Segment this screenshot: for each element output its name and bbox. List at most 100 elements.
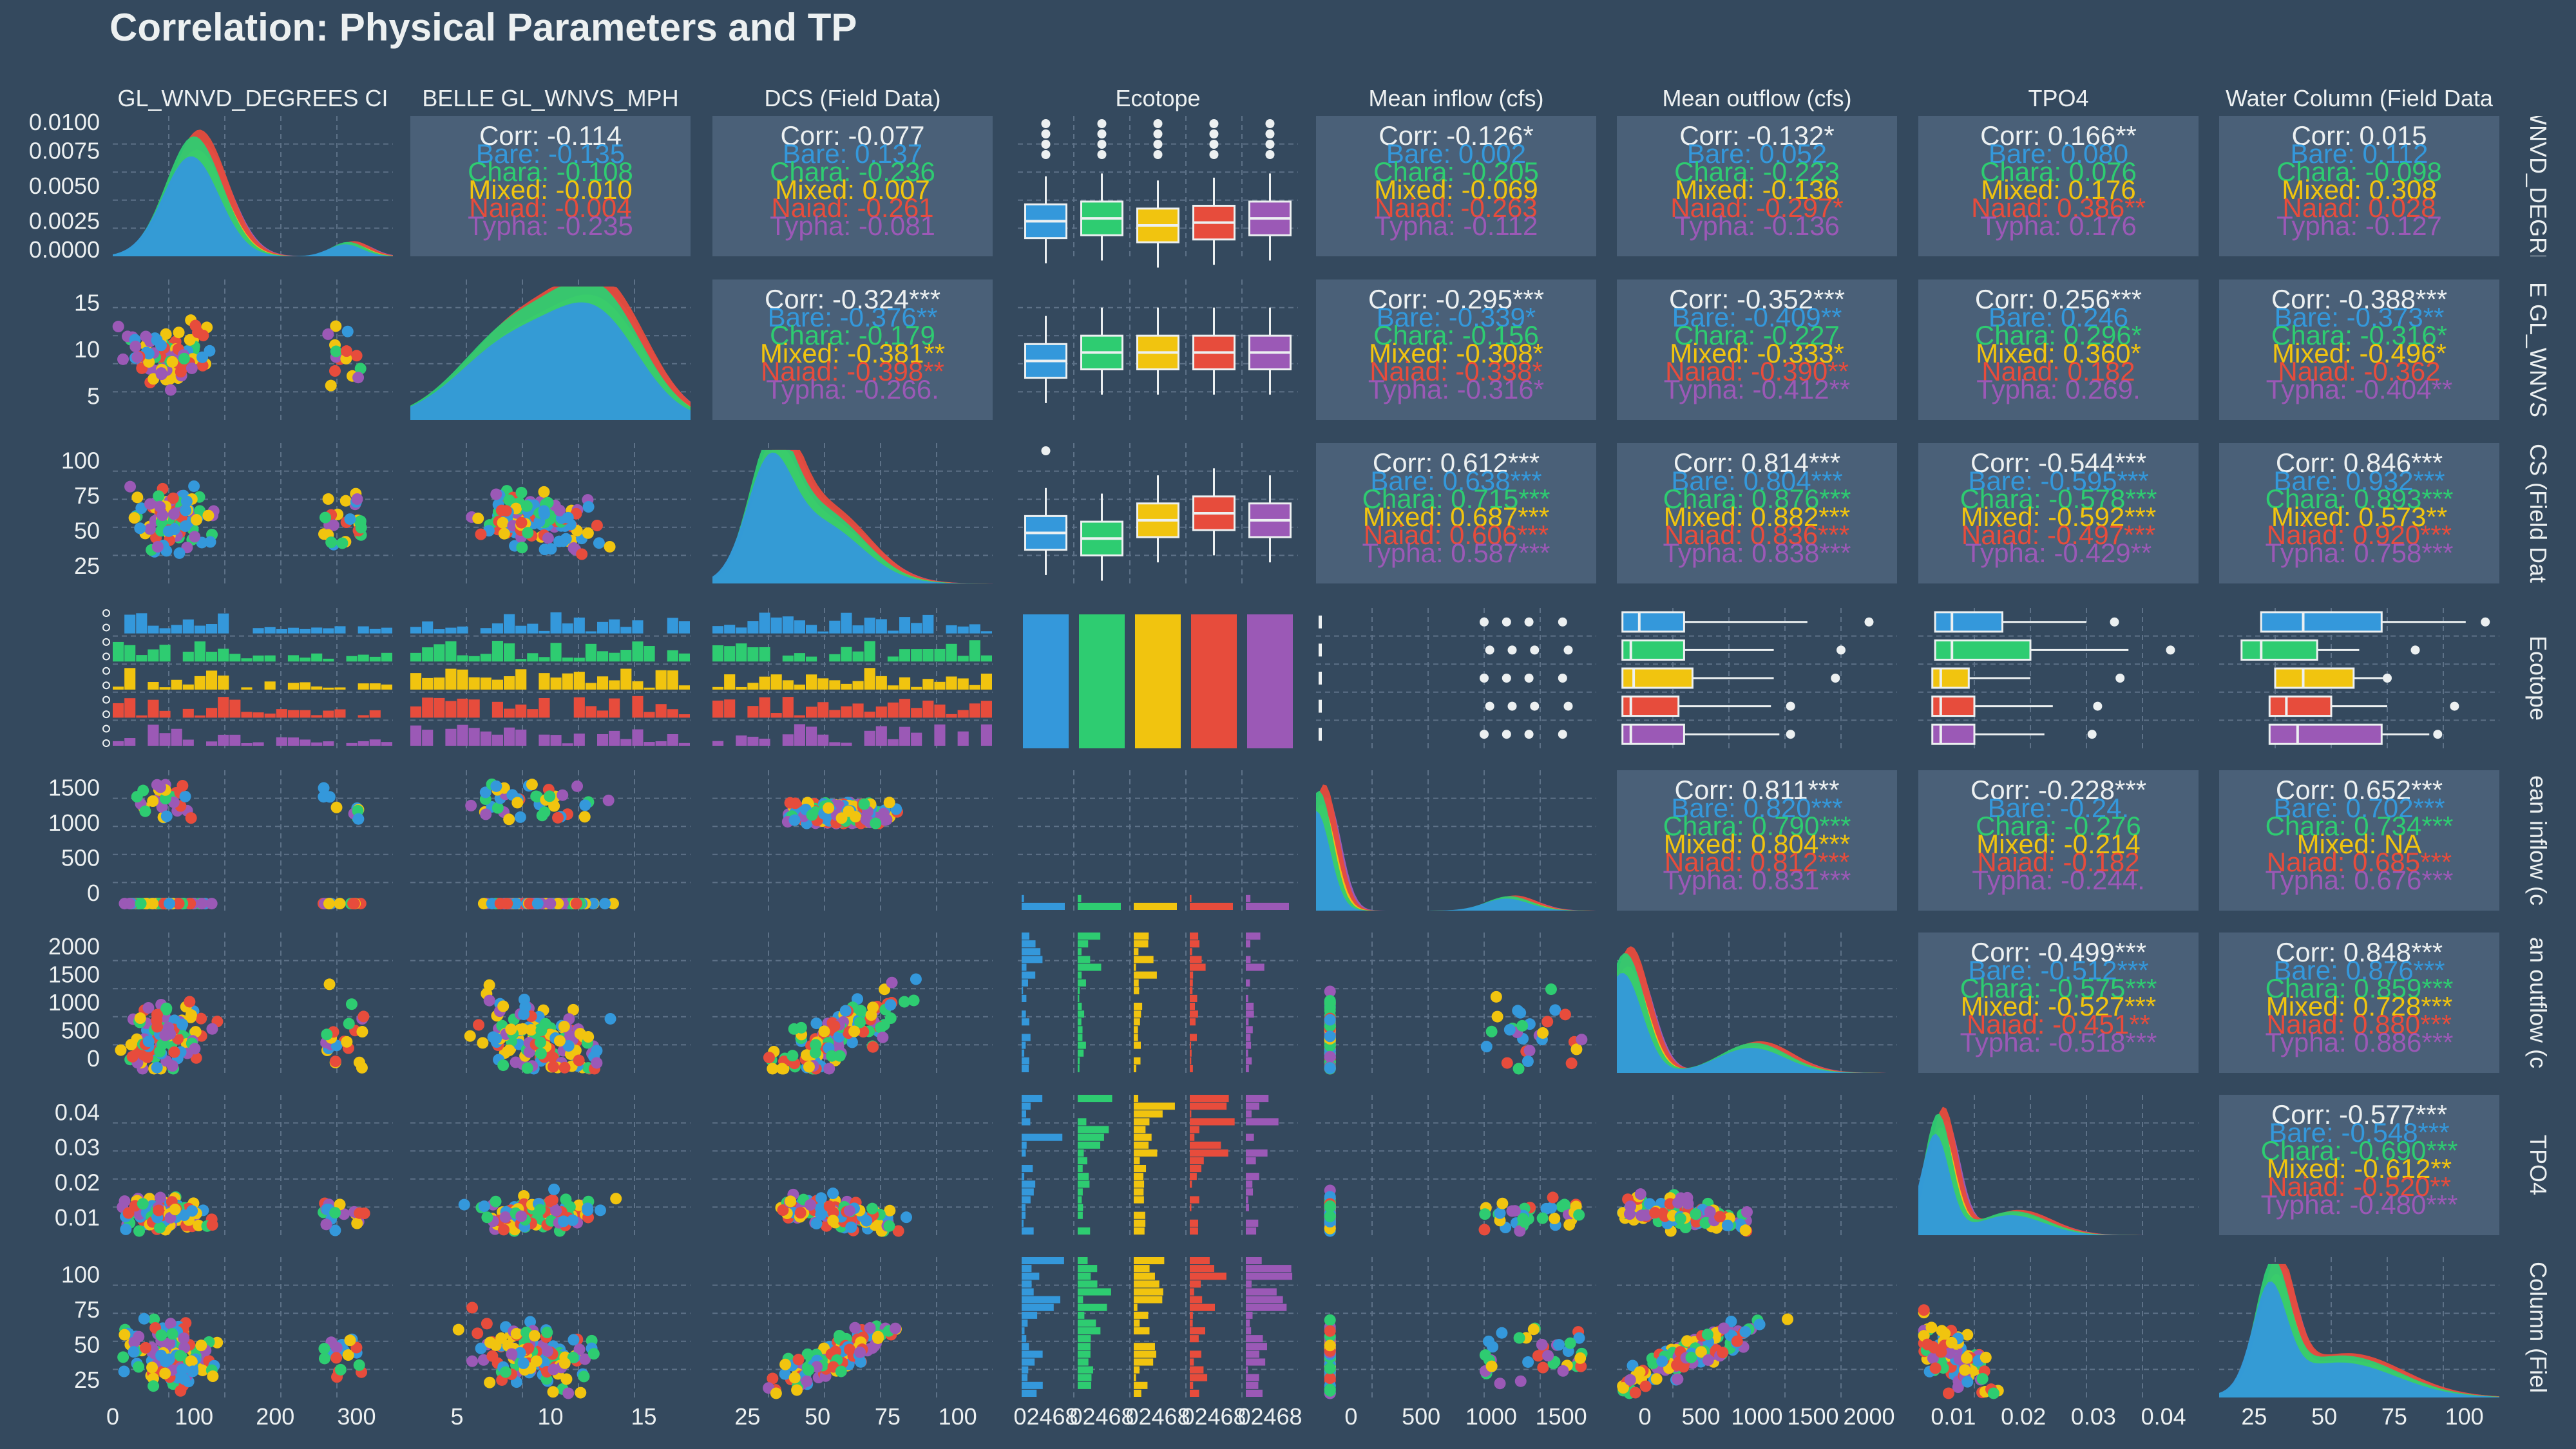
scatter-point <box>1523 1045 1536 1057</box>
scatter-point <box>119 1195 131 1208</box>
scatter-point <box>1739 1224 1751 1236</box>
correlation-group: Typha: 0.176 <box>1980 211 2137 241</box>
histogram-bar <box>1190 948 1192 956</box>
scatter-point <box>325 379 337 392</box>
histogram-bar <box>1246 1311 1253 1319</box>
box-outlier <box>1480 674 1489 683</box>
scatter-point <box>900 1211 912 1224</box>
correlation-group: Chara: -0.098 <box>2276 156 2442 187</box>
boxplot-panel <box>1018 279 1298 420</box>
x-tick-label: 1000 <box>1731 1403 1782 1430</box>
correlation-group: Chara: -0.236 <box>770 156 935 187</box>
scatter-point <box>173 547 186 559</box>
scatter-point <box>501 898 513 910</box>
scatter-point <box>548 1363 560 1376</box>
histogram-bar <box>852 681 864 690</box>
x-tick-label: 5 <box>450 1403 463 1430</box>
histogram-bar <box>736 735 747 746</box>
scatter-point <box>770 1387 782 1399</box>
scatter-point <box>330 320 342 332</box>
scatter-point <box>352 804 364 817</box>
scatter-panel <box>1316 933 1596 1075</box>
histogram-bar <box>1246 1010 1254 1018</box>
box-outlier <box>2166 645 2175 655</box>
histogram-bar <box>1190 1049 1192 1057</box>
y-tick-label: 0.0000 <box>29 236 100 263</box>
scatter-point <box>1699 1217 1712 1229</box>
correlation-group: Bare: 0.932*** <box>2273 466 2445 496</box>
scatter-point <box>1514 1225 1526 1237</box>
scatter-point <box>604 1012 616 1025</box>
box-outlier <box>1485 701 1494 711</box>
histogram-bar <box>1078 971 1082 979</box>
scatter-point <box>553 1035 566 1047</box>
scatter-point <box>129 340 142 352</box>
histogram-bar <box>770 617 782 634</box>
correlation-group: Naiad: 0.685*** <box>2267 847 2452 877</box>
scatter-point <box>169 1204 181 1216</box>
scatter-point <box>452 1323 464 1336</box>
scatter-point <box>560 1373 573 1385</box>
histogram-bar <box>1134 1358 1154 1366</box>
scatter-panel <box>410 933 691 1075</box>
histogram-bar <box>724 674 736 690</box>
histogram-bar <box>1078 1188 1083 1196</box>
histogram-bar <box>1246 1366 1248 1374</box>
x-tick-label: 0.04 <box>2141 1403 2186 1430</box>
scatter-point <box>325 536 338 549</box>
scatter-point <box>1324 1385 1336 1397</box>
box-outlier <box>1524 617 1534 627</box>
histogram-bar <box>113 687 124 690</box>
scatter-point <box>503 1044 515 1056</box>
scatter-point <box>1494 1207 1506 1219</box>
histogram-bar <box>550 735 562 746</box>
histogram-bar <box>817 734 829 746</box>
column-header-label: DCS (Field Data) <box>764 85 940 111</box>
histogram-bar <box>1190 1288 1194 1296</box>
histogram-bar <box>1246 1065 1249 1072</box>
correlation-group: Mixed: 0.308 <box>2282 175 2436 205</box>
scatter-point <box>486 898 498 910</box>
scatter-point <box>514 811 526 823</box>
histogram-bar <box>829 654 841 662</box>
histogram-bar <box>457 724 468 746</box>
scatter-point <box>528 1330 540 1342</box>
scatter-point <box>458 1198 470 1211</box>
histogram-bar <box>1134 1188 1144 1196</box>
histogram-bar <box>1134 1103 1175 1110</box>
histogram-bar <box>1022 1366 1029 1374</box>
box <box>1319 699 1322 713</box>
scatter-point <box>526 779 538 791</box>
scatter-point <box>117 1351 129 1363</box>
histogram-bar <box>369 739 381 746</box>
correlation-group: Chara: 0.790*** <box>1663 811 1851 841</box>
scatter-point <box>879 814 891 826</box>
box-outlier <box>1097 140 1107 149</box>
histogram-bar <box>1022 963 1027 971</box>
histogram-bar <box>527 653 539 662</box>
histogram-bar <box>1078 1335 1091 1343</box>
correlation-panel: Corr: 0.811***Bare: 0.820***Chara: 0.790… <box>1617 770 1897 911</box>
histogram-bar <box>887 702 899 718</box>
histogram-bar <box>1078 1327 1101 1335</box>
histogram-bar <box>276 629 287 634</box>
density-area <box>1316 810 1596 911</box>
scatter-point <box>525 1024 537 1036</box>
histogram-bar <box>620 739 632 746</box>
histogram-bar <box>1078 1010 1085 1018</box>
histogram-bar <box>747 647 759 662</box>
histogram-bar <box>182 739 194 746</box>
histogram-bar <box>1246 1389 1263 1397</box>
histogram-bar <box>1134 1319 1140 1327</box>
scatter-point <box>1753 1318 1766 1331</box>
histogram-bar <box>369 629 381 634</box>
histogram-bar <box>504 614 515 634</box>
histogram-bar <box>620 668 632 690</box>
correlation-group: Mixed: -0.381** <box>760 338 945 368</box>
correlation-group: Chara: -0.156 <box>1373 320 1539 350</box>
histogram-bar <box>434 644 445 662</box>
scatter-point <box>191 514 203 526</box>
scatter-point <box>839 1005 852 1017</box>
histogram-bar <box>620 627 632 634</box>
histogram-bar <box>323 741 334 746</box>
